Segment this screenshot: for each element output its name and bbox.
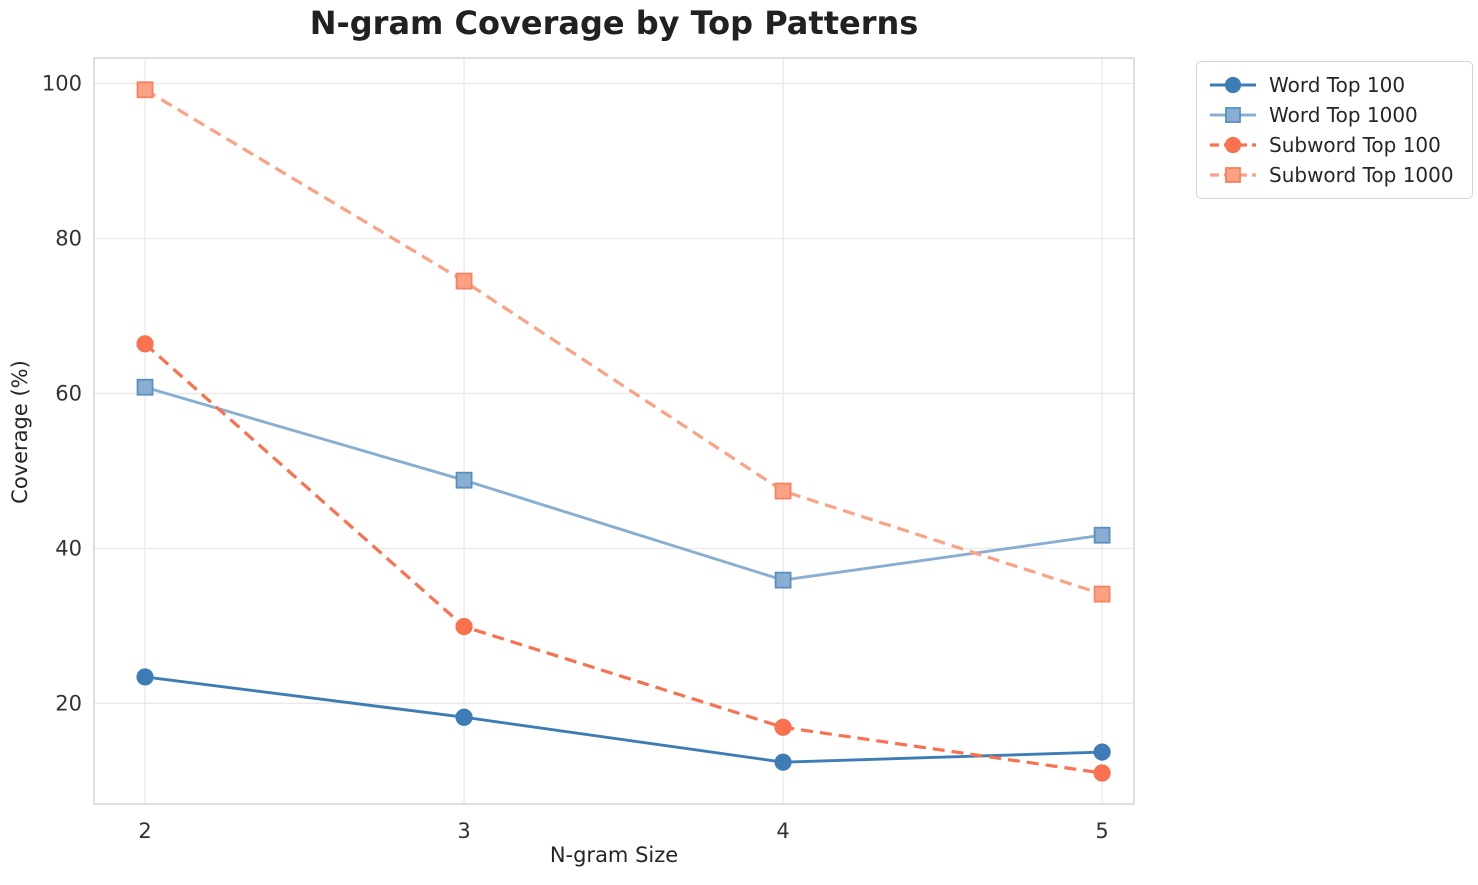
legend-item-subword-top-1000: Subword Top 1000 <box>1209 163 1454 187</box>
marker-word-top-1000 <box>136 378 154 396</box>
x-tick-label: 4 <box>776 819 789 843</box>
legend-item-subword-top-100: Subword Top 100 <box>1209 133 1454 157</box>
x-tick-label: 5 <box>1095 819 1108 843</box>
legend-label: Word Top 100 <box>1269 73 1406 97</box>
legend-swatch-word-top-100 <box>1210 76 1256 94</box>
marker-word-top-100 <box>774 753 792 771</box>
legend-item-word-top-1000: Word Top 1000 <box>1209 103 1454 127</box>
marker-subword-top-100 <box>136 335 154 353</box>
marker-subword-top-100 <box>1093 764 1111 782</box>
y-tick-label: 60 <box>55 381 82 405</box>
y-axis-label: Coverage (%) <box>8 360 32 504</box>
x-tick-label: 2 <box>138 819 151 843</box>
marker-subword-top-1000 <box>136 81 154 99</box>
marker-word-top-1000 <box>774 571 792 589</box>
y-tick-label: 40 <box>55 536 82 560</box>
marker-word-top-1000 <box>455 471 473 489</box>
x-axis-label: N-gram Size <box>549 843 679 867</box>
legend-marker-square <box>1225 167 1241 183</box>
legend-marker-circle <box>1224 136 1242 154</box>
marker-subword-top-1000 <box>774 482 792 500</box>
marker-word-top-100 <box>455 708 473 726</box>
chart-title: N-gram Coverage by Top Patterns <box>309 4 919 42</box>
series-line-subword-top-1000 <box>144 88 1103 596</box>
legend-swatch-subword-top-100 <box>1210 136 1256 154</box>
marker-word-top-1000 <box>1093 526 1111 544</box>
legend-label: Subword Top 1000 <box>1269 163 1454 187</box>
legend-marker-square <box>1225 107 1241 123</box>
legend: Word Top 100 Word Top 1000 Subword Top 1… <box>1196 61 1473 199</box>
legend-swatch-word-top-1000 <box>1210 107 1256 123</box>
legend-marker-circle <box>1224 76 1242 94</box>
series-line-word-top-100 <box>144 675 1103 764</box>
marker-subword-top-100 <box>774 718 792 736</box>
legend-label: Word Top 1000 <box>1269 103 1418 127</box>
plot-border <box>93 57 1135 805</box>
marker-word-top-100 <box>136 668 154 686</box>
series-line-word-top-1000 <box>144 385 1103 582</box>
y-tick-label: 20 <box>55 691 82 715</box>
marker-subword-top-1000 <box>455 272 473 290</box>
marker-subword-top-100 <box>455 618 473 636</box>
y-tick-label: 100 <box>42 72 82 96</box>
legend-item-word-top-100: Word Top 100 <box>1209 73 1454 97</box>
marker-word-top-100 <box>1093 743 1111 761</box>
x-tick-label: 3 <box>457 819 470 843</box>
marker-subword-top-1000 <box>1093 585 1111 603</box>
legend-label: Subword Top 100 <box>1269 133 1441 157</box>
y-tick-label: 80 <box>55 226 82 250</box>
series-line-subword-top-100 <box>143 342 1103 775</box>
legend-swatch-subword-top-1000 <box>1210 167 1256 183</box>
